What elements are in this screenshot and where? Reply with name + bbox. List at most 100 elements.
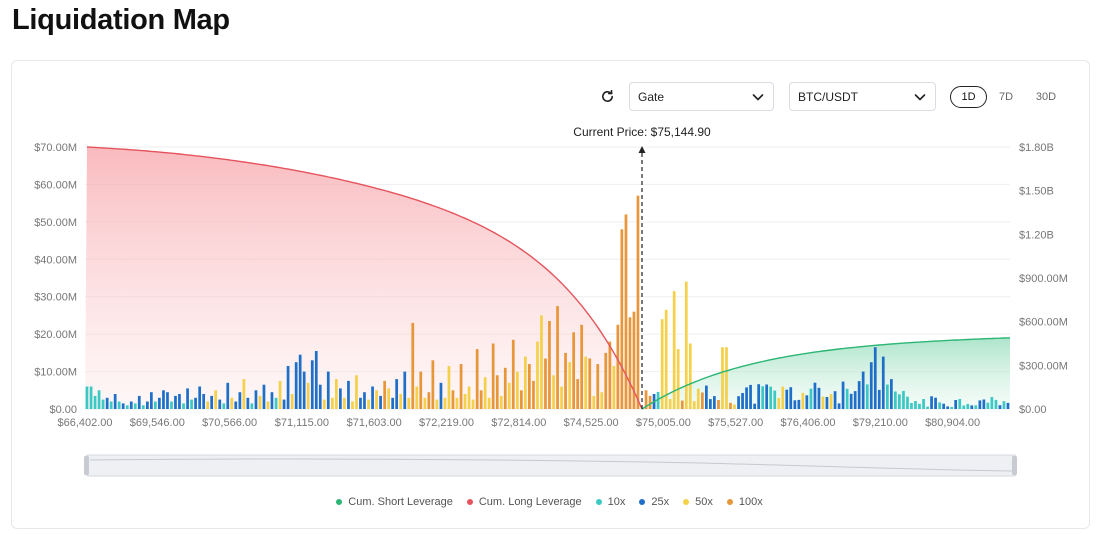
bar-50x (777, 397, 781, 409)
bar-50x (733, 404, 736, 409)
bar-50x (536, 341, 539, 409)
bar-25x (174, 395, 177, 409)
legend-dot-long (466, 499, 473, 505)
bar-25x (194, 397, 197, 409)
exchange-select[interactable]: Gate (629, 82, 774, 111)
bar-50x (584, 356, 588, 409)
bar-25x (805, 395, 809, 409)
bar-25x (121, 403, 125, 409)
legend-item-10x[interactable]: 10x (595, 496, 626, 508)
y-right-tick-label: $0.00 (1019, 404, 1047, 416)
bar-25x (785, 389, 789, 409)
legend-item-25x[interactable]: 25x (639, 496, 669, 508)
legend-dot-100x (726, 499, 733, 505)
bar-25x (946, 406, 950, 409)
bar-50x (592, 395, 596, 409)
page-title: Liquidation Map (12, 4, 230, 36)
bar-50x (499, 395, 503, 409)
bar-25x (166, 392, 169, 409)
bar-50x (343, 397, 346, 409)
legend-item-short[interactable]: Cum. Short Leverage (336, 496, 453, 508)
x-tick-label: $71,603.00 (347, 417, 402, 429)
bar-10x (93, 395, 97, 409)
bar-50x (463, 394, 467, 409)
bar-25x (890, 379, 893, 409)
bar-25x (395, 379, 399, 409)
bar-50x (278, 380, 282, 409)
bar-100x (680, 400, 684, 409)
zoom-handle-right (1012, 456, 1017, 475)
bar-25x (129, 401, 133, 409)
y-left-tick-label: $0.00 (49, 404, 77, 416)
bar-25x (741, 393, 744, 409)
legend-dot-short (336, 499, 343, 505)
bar-10x (809, 388, 813, 409)
bar-50x (266, 401, 270, 409)
x-tick-label: $66,402.00 (57, 417, 112, 429)
bar-10x (886, 384, 889, 409)
bar-100x (644, 390, 648, 409)
bar-100x (532, 380, 535, 409)
bar-25x (254, 390, 258, 409)
refresh-button[interactable] (598, 87, 616, 105)
bar-10x (154, 401, 157, 409)
bar-100x (624, 214, 628, 409)
bar-25x (705, 385, 708, 409)
bar-10x (190, 399, 193, 409)
y-right-tick-label: $1.50B (1019, 186, 1054, 198)
x-tick-label: $79,210.00 (853, 417, 908, 429)
bar-50x (258, 395, 262, 409)
bar-50x (676, 349, 680, 409)
bar-25x (158, 397, 161, 409)
bar-10x (1002, 401, 1006, 409)
bar-50x (375, 390, 378, 409)
cumulative-lines (86, 146, 1010, 410)
x-tick-label: $70,566.00 (202, 417, 257, 429)
x-tick-label: $80,904.00 (925, 417, 980, 429)
bar-25x (817, 387, 821, 409)
bar-50x (560, 386, 563, 409)
pair-select[interactable]: BTC/USDT (789, 82, 936, 111)
bar-25x (310, 360, 314, 409)
zoom-slider[interactable] (84, 454, 1017, 477)
bar-100x (572, 332, 576, 409)
range-button-1d[interactable]: 1D (950, 86, 987, 108)
chart-legend: Cum. Short Leverage Cum. Long Leverage 1… (0, 496, 1099, 508)
bar-25x (218, 399, 222, 409)
bar-25x (314, 351, 318, 409)
bar-25x (757, 384, 761, 409)
bar-50x (415, 386, 419, 409)
bar-100x (632, 311, 636, 409)
bar-50x (355, 375, 358, 409)
range-button-7d[interactable]: 7D (998, 91, 1014, 103)
bar-25x (339, 388, 342, 409)
bar-25x (841, 381, 845, 409)
bar-25x (226, 382, 230, 409)
zoom-track (85, 454, 1017, 477)
bar-10x (990, 397, 994, 409)
bar-25x (210, 395, 214, 409)
bar-50x (455, 397, 459, 409)
bar-10x (910, 403, 913, 409)
bar-10x (274, 397, 278, 409)
bar-50x (367, 399, 370, 409)
bar-10x (902, 390, 905, 409)
bar-series (85, 195, 1010, 409)
bar-50x (435, 399, 439, 409)
bar-25x (439, 382, 443, 409)
bar-25x (869, 362, 873, 409)
bar-50x (471, 399, 475, 409)
bar-25x (833, 391, 837, 409)
bar-50x (664, 309, 668, 409)
legend-item-50x[interactable]: 50x (683, 496, 713, 508)
legend-item-100x[interactable]: 100x (726, 496, 763, 508)
y-right-tick-label: $300.00M (1019, 360, 1068, 372)
range-button-30d[interactable]: 30D (1035, 91, 1057, 103)
bar-10x (97, 390, 101, 409)
bar-25x (709, 399, 712, 409)
bar-10x (141, 405, 145, 409)
bar-10x (906, 396, 909, 409)
legend-item-long[interactable]: Cum. Long Leverage (466, 496, 582, 508)
legend-label-10x: 10x (607, 496, 626, 508)
